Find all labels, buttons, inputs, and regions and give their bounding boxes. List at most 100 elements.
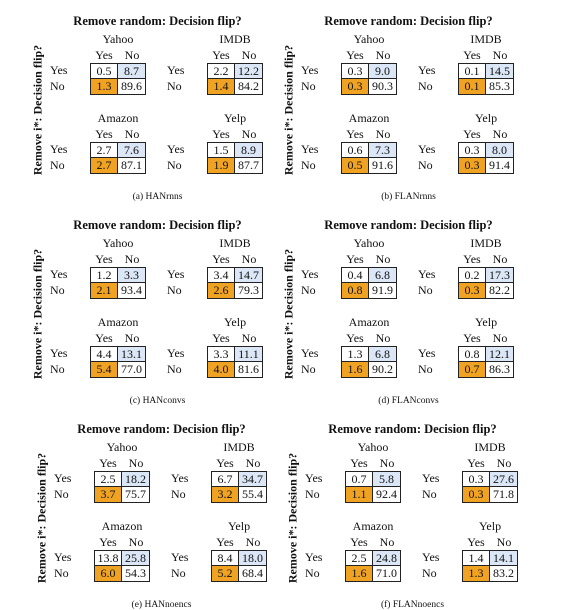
matrix-cell: 2.7: [90, 142, 118, 158]
matrix-cell: 2.2: [207, 63, 235, 79]
dataset-name: Amazon: [352, 519, 394, 533]
column-header: Yes: [463, 48, 481, 62]
matrix-cell: 14.1: [490, 550, 518, 566]
dataset-name: IMDB: [470, 32, 502, 46]
row-header: No: [418, 79, 433, 93]
dataset-name: Amazon: [348, 315, 390, 329]
column-header: No: [375, 331, 391, 345]
column-header: Yes: [99, 535, 117, 549]
column-header: Yes: [95, 48, 113, 62]
matrix-cell: 90.3: [369, 79, 397, 95]
matrix-cell: 6.0: [94, 566, 122, 582]
row-header: No: [167, 79, 182, 93]
column-header: No: [379, 535, 395, 549]
row-header: No: [54, 566, 69, 580]
column-header: No: [379, 456, 395, 470]
column-header: No: [124, 331, 140, 345]
matrix-cell: 3.7: [94, 487, 122, 503]
row-header: No: [171, 487, 186, 501]
matrix-cell: 1.4: [462, 550, 490, 566]
panel-title: Remove random: Decision flip?: [324, 218, 493, 232]
panel-title: Remove random: Decision flip?: [324, 14, 493, 28]
matrix-cell: 83.2: [490, 566, 518, 582]
matrix-cell: 2.7: [90, 158, 118, 174]
panel-caption: (e) HANnoencs: [131, 600, 192, 610]
column-header: Yes: [463, 331, 481, 345]
confusion-matrix: Yelp Yes No Yes No 0.8 12.1 0.7 86.3: [418, 315, 518, 378]
confusion-matrix: Yahoo Yes No Yes No 2.5 18.2 3.7 75.7: [54, 440, 154, 503]
matrix-cell: 3.4: [207, 267, 235, 283]
matrix-cell: 8.9: [235, 142, 263, 158]
row-header: No: [167, 158, 182, 172]
row-header: No: [418, 283, 433, 297]
column-header: Yes: [346, 331, 364, 345]
matrix-cell: 1.9: [207, 158, 235, 174]
column-header: Yes: [212, 331, 230, 345]
figure-panel: Remove random: Decision flip? Remove i*: …: [35, 422, 269, 610]
matrix-cell: 1.6: [345, 566, 373, 582]
row-header: Yes: [422, 471, 440, 485]
matrix-cell: 11.1: [235, 346, 263, 362]
dataset-name: Yelp: [223, 315, 247, 329]
dataset-name: IMDB: [219, 236, 251, 250]
column-header: Yes: [216, 456, 234, 470]
row-header: Yes: [50, 142, 68, 156]
row-header: No: [422, 487, 437, 501]
confusion-matrix: IMDB Yes No Yes No 2.2 12.2 1.4 84.2: [167, 32, 267, 95]
matrix-cell: 0.8: [341, 283, 369, 299]
dataset-name: Yahoo: [353, 236, 385, 250]
row-header: No: [305, 487, 320, 501]
row-header: Yes: [50, 267, 68, 281]
side-axis-label: Remove i*: Decision flip?: [281, 44, 296, 176]
column-header: No: [241, 48, 257, 62]
row-header: Yes: [301, 346, 319, 360]
panel-caption: (d) FLANconvs: [378, 396, 439, 406]
matrix-cell: 0.3: [462, 487, 490, 503]
matrix-cell: 86.3: [486, 362, 514, 378]
row-header: No: [50, 362, 65, 376]
matrix-cell: 87.7: [235, 158, 263, 174]
figure-panel: Remove random: Decision flip? Remove i*: …: [282, 14, 516, 210]
column-header: No: [492, 127, 508, 141]
matrix-cell: 0.3: [341, 63, 369, 79]
matrix-cell: 4.4: [90, 346, 118, 362]
column-header: Yes: [99, 456, 117, 470]
column-header: No: [128, 456, 144, 470]
matrix-cell: 1.2: [90, 267, 118, 283]
matrix-cell: 24.8: [373, 550, 401, 566]
row-header: Yes: [301, 63, 319, 77]
dataset-name: Yelp: [474, 111, 498, 125]
matrix-cell: 3.3: [118, 267, 146, 283]
column-header: No: [492, 252, 508, 266]
column-header: No: [375, 127, 391, 141]
matrix-cell: 8.0: [486, 142, 514, 158]
row-header: No: [301, 283, 316, 297]
confusion-matrix: Yahoo Yes No Yes No 0.5 8.7 1.3 89.6: [50, 32, 150, 95]
row-header: Yes: [171, 471, 189, 485]
row-header: No: [50, 158, 65, 172]
column-header: Yes: [95, 331, 113, 345]
panel-caption: (c) HANconvs: [129, 396, 186, 406]
matrix-cell: 1.3: [90, 79, 118, 95]
matrix-cell: 0.2: [458, 267, 486, 283]
matrix-cell: 79.3: [235, 283, 263, 299]
side-axis-label: Remove i*: Decision flip?: [30, 44, 45, 176]
matrix-cell: 93.4: [118, 283, 146, 299]
dataset-name: Yelp: [478, 519, 502, 533]
matrix-cell: 4.0: [207, 362, 235, 378]
matrix-cell: 25.8: [122, 550, 150, 566]
matrix-cell: 55.4: [239, 487, 267, 503]
dataset-name: Yahoo: [353, 32, 385, 46]
panel-title: Remove random: Decision flip?: [73, 218, 242, 232]
row-header: No: [301, 362, 316, 376]
matrix-cell: 2.6: [207, 283, 235, 299]
column-header: Yes: [212, 48, 230, 62]
side-axis-label: Remove i*: Decision flip?: [34, 452, 49, 584]
column-header: No: [496, 535, 512, 549]
matrix-cell: 0.5: [341, 158, 369, 174]
matrix-cell: 12.2: [235, 63, 263, 79]
confusion-matrix: Yahoo Yes No Yes No 0.7 5.8 1.1 92.4: [305, 440, 405, 503]
row-header: No: [54, 487, 69, 501]
matrix-cell: 5.4: [90, 362, 118, 378]
dataset-name: Amazon: [97, 111, 139, 125]
